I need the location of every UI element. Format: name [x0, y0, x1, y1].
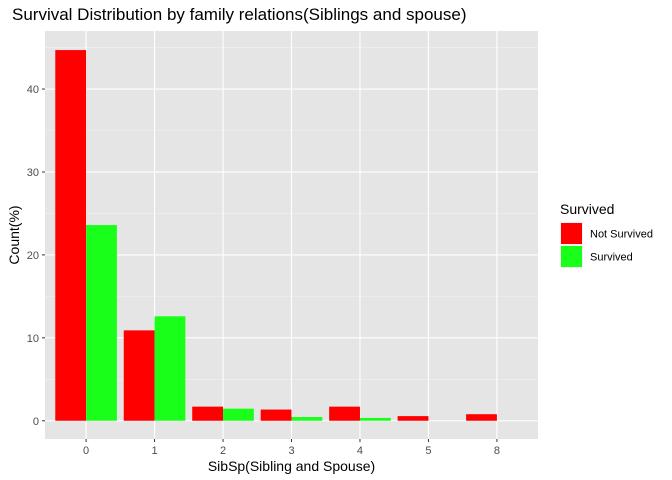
x-tick-label: 5 [425, 445, 431, 457]
x-tick-label: 2 [220, 445, 226, 457]
bar-survived-0 [86, 225, 117, 421]
bar-survived-4 [359, 417, 391, 421]
bar-not-survived-5 [397, 416, 429, 421]
y-tick-label: 20 [27, 250, 39, 262]
y-tick-label: 0 [33, 416, 39, 428]
bars-group [55, 50, 497, 421]
x-axis-ticks: 0 1 2 3 4 5 8 [83, 439, 500, 457]
bar-survived-1 [154, 316, 186, 421]
bar-not-survived-0 [55, 50, 87, 421]
y-axis-ticks: 0 10 20 30 40 [27, 84, 45, 428]
legend-label: Survived [590, 252, 633, 264]
legend-swatch [561, 223, 582, 244]
bar-not-survived-3 [260, 409, 292, 421]
bar-not-survived-1 [123, 330, 155, 421]
x-tick-label: 3 [288, 445, 294, 457]
bar-not-survived-8 [466, 414, 497, 421]
y-tick-label: 10 [27, 333, 39, 345]
bar-survived-2 [223, 408, 254, 421]
x-axis-title: SibSp(Sibling and Spouse) [208, 458, 375, 474]
legend: Survived Not Survived Survived [560, 201, 653, 268]
legend-swatch [561, 246, 582, 267]
y-axis-title: Count(%) [6, 205, 22, 264]
bar-not-survived-2 [192, 406, 224, 421]
y-tick-label: 40 [27, 84, 39, 96]
bar-survived-3 [291, 417, 323, 421]
chart-title: Survival Distribution by family relation… [12, 5, 466, 24]
x-tick-label: 0 [83, 445, 89, 457]
y-tick-label: 30 [27, 167, 39, 179]
x-tick-label: 4 [357, 445, 363, 457]
legend-label: Not Survived [590, 229, 653, 241]
bar-not-survived-4 [329, 406, 360, 421]
legend-title: Survived [560, 201, 614, 217]
x-tick-label: 8 [494, 445, 500, 457]
x-tick-label: 1 [151, 445, 157, 457]
